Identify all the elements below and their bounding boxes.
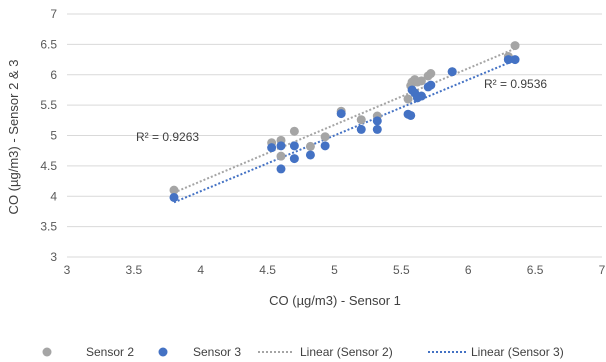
data-point-sensor-3 (447, 67, 457, 77)
data-point-sensor-2 (289, 126, 299, 136)
y-tick-label: 3.5 (40, 220, 57, 234)
data-point-sensor-3 (305, 150, 315, 160)
data-point-sensor-2 (403, 94, 413, 104)
data-point-sensor-3 (336, 109, 346, 119)
data-point-sensor-2 (356, 115, 366, 125)
data-point-sensor-3 (356, 124, 366, 134)
data-point-sensor-2 (510, 41, 520, 51)
y-tick-label: 6.5 (40, 37, 57, 51)
x-tick-label: 5 (331, 263, 338, 277)
data-point-sensor-3 (276, 164, 286, 174)
data-point-sensor-3 (289, 154, 299, 164)
data-point-sensor-3 (426, 80, 436, 90)
legend-label-sensor-3: Sensor 3 (193, 345, 241, 359)
data-point-sensor-3 (320, 141, 330, 151)
x-tick-label: 4 (197, 263, 204, 277)
legend-label-linear-sensor-3: Linear (Sensor 3) (471, 345, 564, 359)
legend-marker-sensor-3 (158, 347, 168, 357)
data-point-sensor-3 (372, 124, 382, 134)
y-tick-labels: 3 3.5 4 4.5 5 5.5 6 6.5 7 (40, 7, 57, 264)
x-tick-labels: 3 3.5 4 4.5 5 5.5 6 6.5 7 (64, 263, 606, 277)
data-point-sensor-2 (169, 185, 179, 195)
x-tick-label: 4.5 (259, 263, 276, 277)
y-tick-label: 4 (50, 189, 57, 203)
y-tick-label: 3 (50, 250, 57, 264)
y-tick-label: 5 (50, 129, 57, 143)
r2-label-sensor-3: R² = 0.9536 (484, 77, 547, 91)
data-point-sensor-3 (267, 143, 277, 153)
trendlines (173, 47, 516, 204)
data-point-sensor-3 (503, 55, 513, 65)
y-axis-title: CO (µg/m3) - Sensor 2 & 3 (6, 60, 21, 215)
legend-marker-sensor-2 (42, 347, 52, 357)
x-tick-label: 7 (599, 263, 606, 277)
x-tick-label: 6.5 (527, 263, 544, 277)
data-point-sensor-2 (320, 132, 330, 142)
y-tick-label: 5.5 (40, 98, 57, 112)
x-tick-label: 6 (465, 263, 472, 277)
legend: Sensor 2 Sensor 3 Linear (Sensor 2) Line… (42, 345, 564, 359)
data-point-sensor-2 (416, 76, 426, 86)
trendline-sensor-3 (173, 59, 516, 204)
data-point-sensor-3 (406, 110, 416, 120)
x-axis-title: CO (µg/m3) - Sensor 1 (269, 293, 401, 308)
y-tick-label: 7 (50, 7, 57, 21)
data-point-sensor-3 (169, 192, 179, 202)
data-point-sensor-2 (426, 69, 436, 79)
data-point-sensor-3 (289, 141, 299, 151)
y-tick-label: 4.5 (40, 159, 57, 173)
y-tick-label: 6 (50, 68, 57, 82)
trendline-sensor-2 (173, 47, 516, 194)
data-point-sensor-2 (276, 151, 286, 161)
legend-label-linear-sensor-2: Linear (Sensor 2) (300, 345, 393, 359)
x-tick-label: 3 (64, 263, 71, 277)
data-point-sensor-3 (510, 55, 520, 65)
data-point-sensor-2 (305, 141, 315, 151)
data-point-sensor-3 (372, 116, 382, 126)
legend-label-sensor-2: Sensor 2 (86, 345, 134, 359)
data-points (169, 41, 520, 202)
x-tick-label: 5.5 (393, 263, 410, 277)
data-point-sensor-3 (416, 91, 426, 101)
r2-label-sensor-2: R² = 0.9263 (136, 130, 199, 144)
x-tick-label: 3.5 (126, 263, 143, 277)
data-point-sensor-3 (276, 141, 286, 151)
